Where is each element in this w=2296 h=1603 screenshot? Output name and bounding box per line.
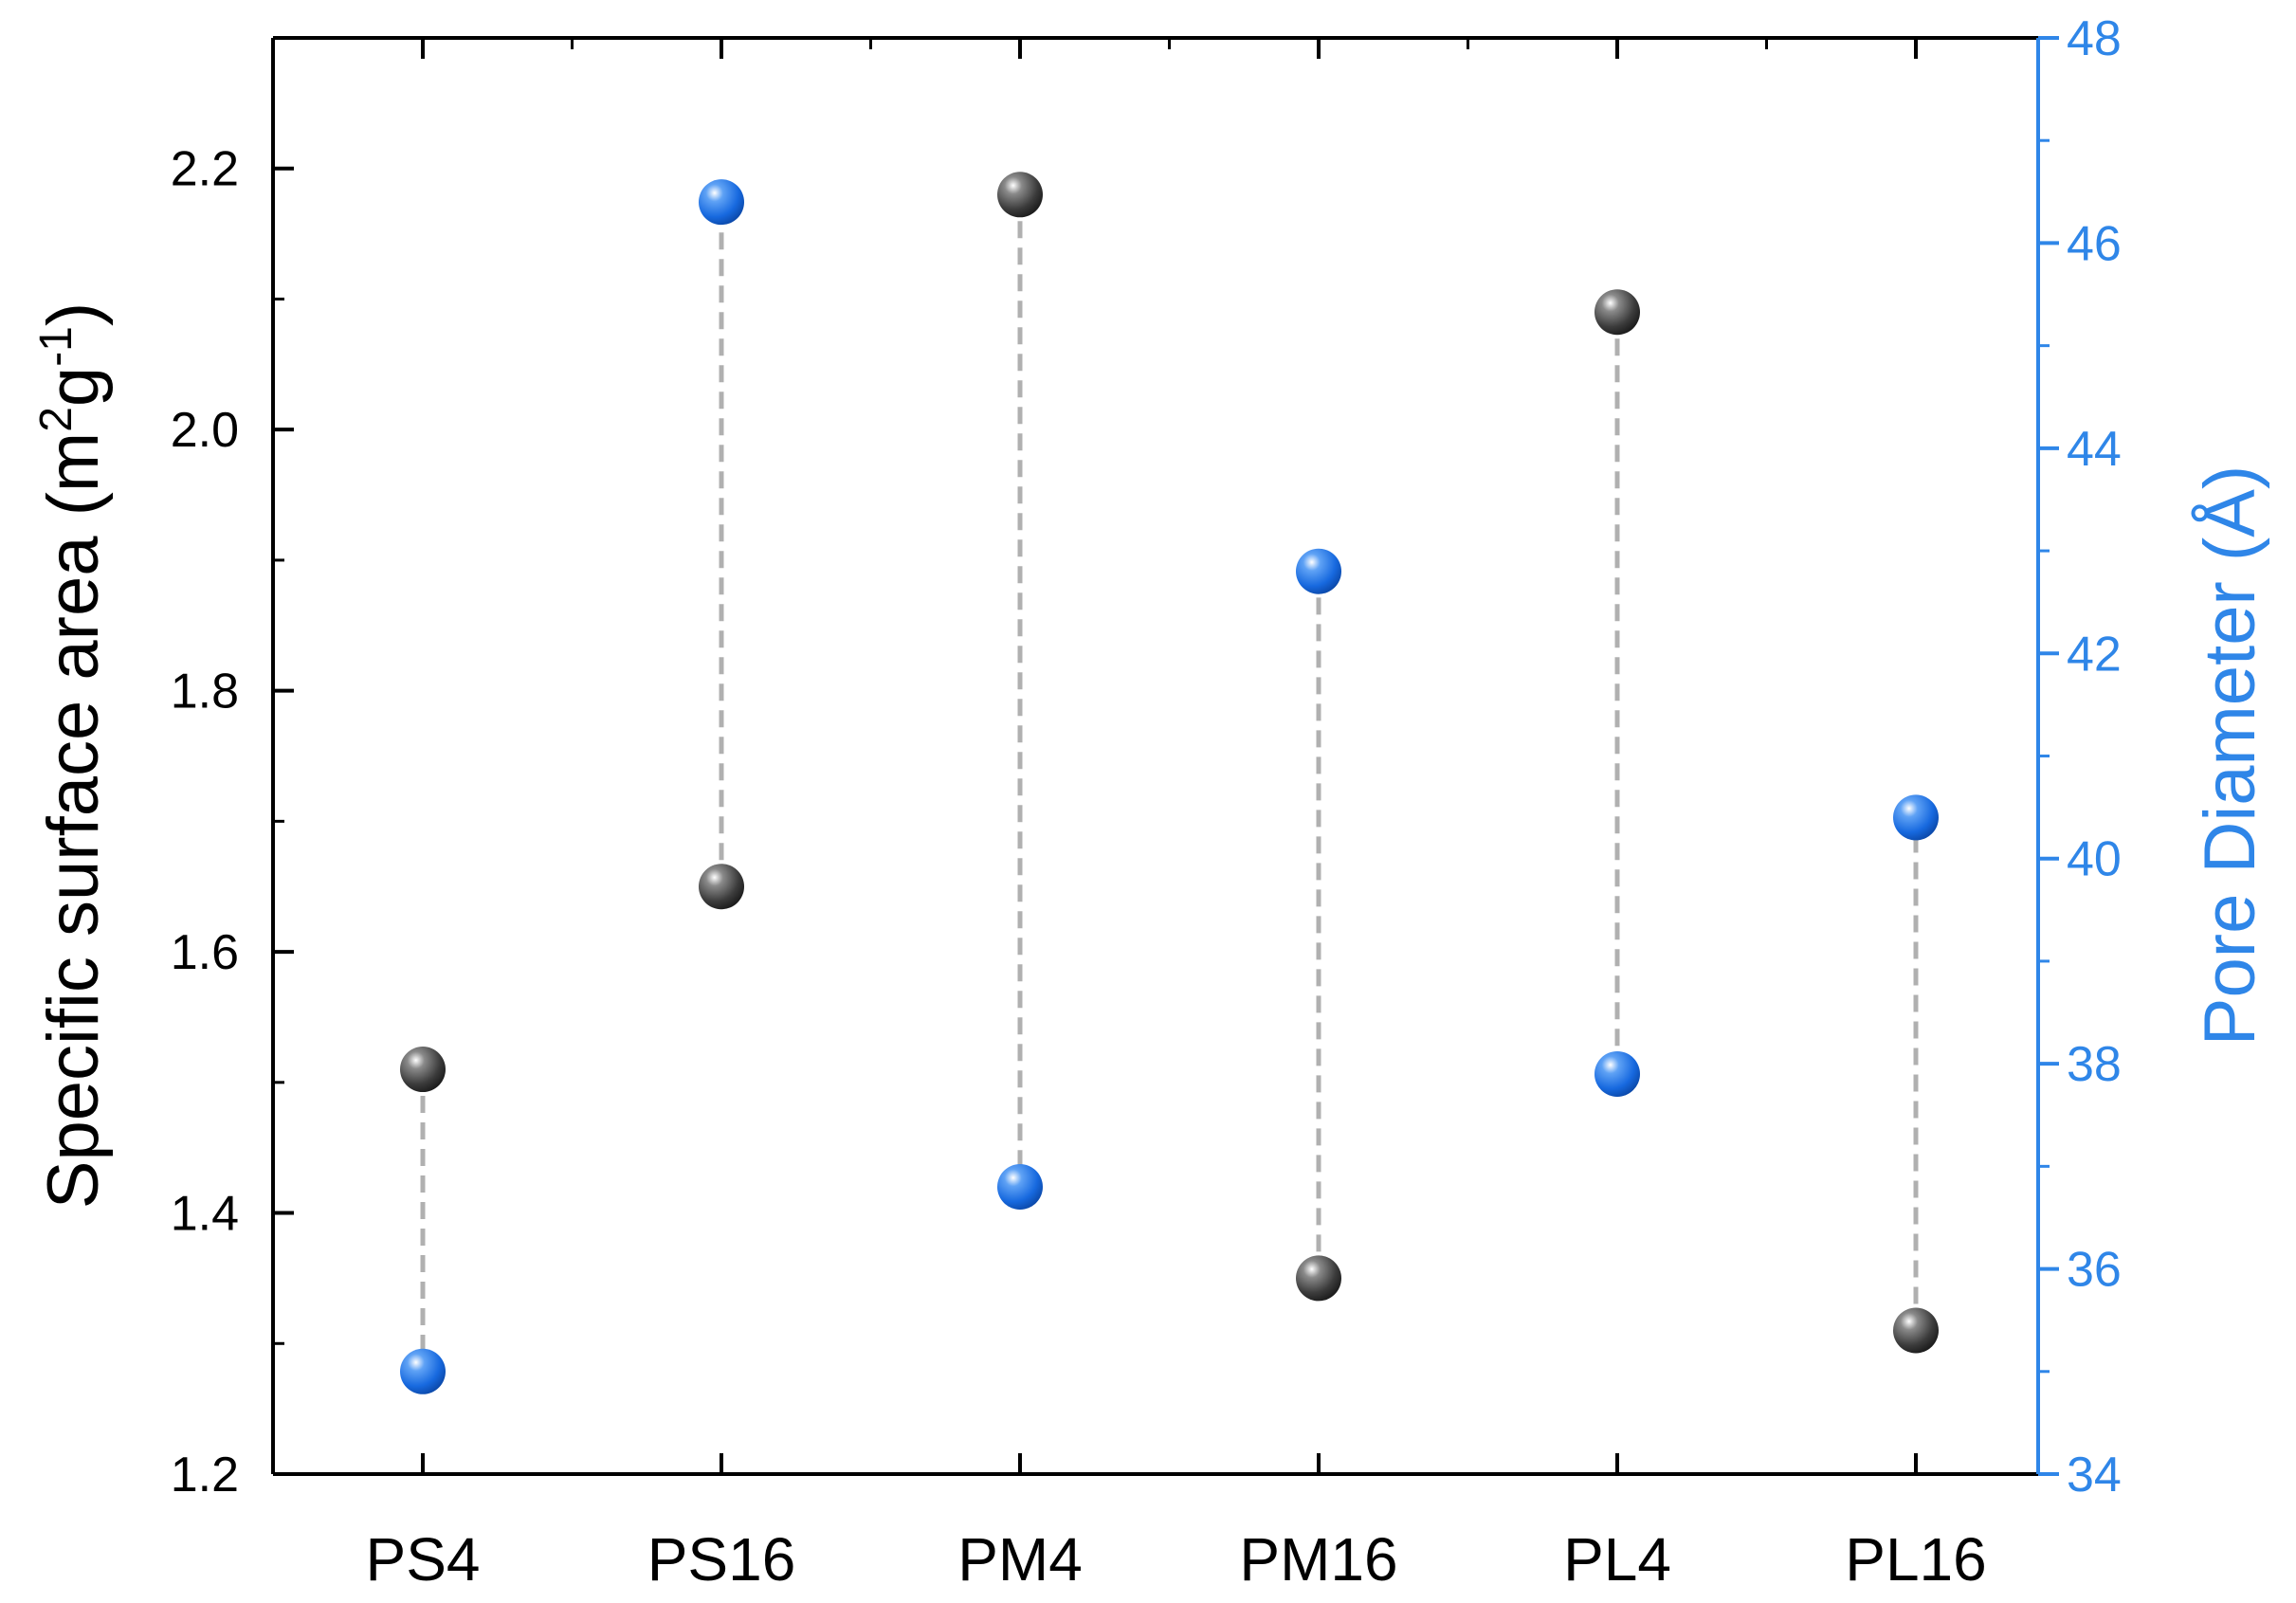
x-axis-ticks: PS4 PS16 PM4 PM16 PL4 PL16 (366, 38, 1987, 1594)
x-tick-label-ps4: PS4 (366, 1525, 481, 1594)
right-tick-label: 48 (2067, 11, 2122, 66)
left-axis-title-part-1: Specific surface area (m (33, 432, 114, 1209)
x-tick-label-ps16: PS16 (647, 1525, 796, 1594)
pore-diameter-point-ps16 (699, 179, 744, 226)
surface-area-point-pm4 (997, 172, 1043, 218)
right-tick-label: 42 (2067, 627, 2122, 682)
x-tick-label-pm4: PM4 (957, 1525, 1083, 1594)
left-tick-label: 2.0 (171, 403, 239, 458)
surface-area-point-pm16 (1296, 1255, 1341, 1302)
x-tick-label-pl4: PL4 (1563, 1525, 1671, 1594)
surface-area-point-pl16 (1893, 1307, 1939, 1354)
data-points (400, 172, 1939, 1394)
right-axis-ticks: 34 36 38 40 42 44 46 48 (2038, 11, 2122, 1503)
right-tick-label: 40 (2067, 832, 2122, 887)
pore-diameter-point-pm16 (1296, 548, 1341, 594)
surface-area-point-ps16 (699, 864, 744, 910)
x-tick-label-pm16: PM16 (1239, 1525, 1397, 1594)
left-axis-title-sup-2: -1 (31, 326, 82, 367)
surface-area-point-pl4 (1594, 289, 1640, 336)
left-axis-title-sup-1: 2 (31, 407, 82, 432)
left-axis-title-part-3: ) (33, 302, 114, 326)
connector-lines (420, 194, 1919, 1372)
left-axis-title-part-2: g (33, 367, 114, 407)
pore-diameter-point-ps4 (400, 1348, 446, 1394)
left-tick-label: 1.2 (171, 1448, 239, 1503)
left-axis-ticks: 1.2 1.4 1.6 1.8 2.0 2.2 (171, 36, 294, 1503)
pore-diameter-point-pl16 (1893, 794, 1939, 841)
left-axis-title: Specific surface area (m2g-1) (31, 302, 114, 1209)
pore-diameter-point-pm4 (997, 1164, 1043, 1210)
right-axis-title: Pore Diameter (Å) (2190, 465, 2270, 1046)
pore-diameter-point-pl4 (1594, 1050, 1640, 1097)
left-tick-label: 1.6 (171, 925, 239, 980)
x-tick-label-pl16: PL16 (1845, 1525, 1986, 1594)
left-tick-label: 1.4 (171, 1187, 239, 1242)
right-tick-label: 34 (2067, 1448, 2122, 1503)
left-tick-label: 1.8 (171, 665, 239, 720)
right-tick-label: 46 (2067, 216, 2122, 271)
surface-area-point-ps4 (400, 1047, 446, 1093)
left-tick-label: 2.2 (171, 142, 239, 197)
right-tick-label: 44 (2067, 422, 2122, 477)
right-tick-label: 36 (2067, 1243, 2122, 1298)
right-tick-label: 38 (2067, 1037, 2122, 1092)
